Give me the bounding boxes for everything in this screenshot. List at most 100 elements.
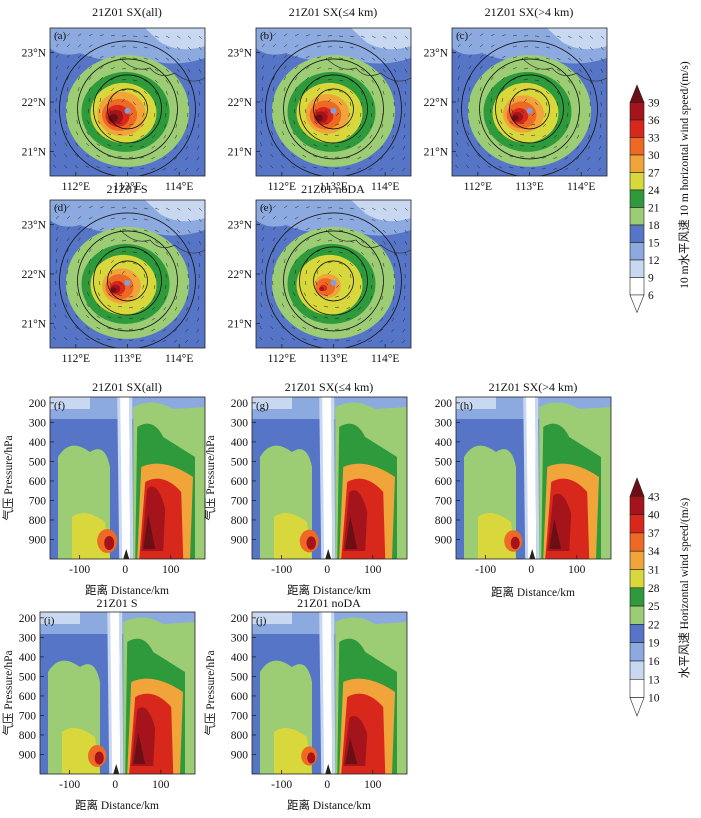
wind-vector xyxy=(393,229,397,234)
wind-vector xyxy=(77,76,81,81)
wind-vector xyxy=(598,145,602,150)
wind-vector xyxy=(174,145,178,150)
y-tick-label: 21°N xyxy=(424,146,449,158)
wind-vector xyxy=(302,132,307,136)
wind-vector xyxy=(197,134,200,139)
wind-vector xyxy=(338,262,343,265)
wind-vector xyxy=(567,79,571,84)
wind-vector xyxy=(291,154,296,158)
wind-vector xyxy=(165,284,167,289)
wind-vector xyxy=(404,46,408,51)
coastline xyxy=(325,229,411,254)
y-tick-label: 22°N xyxy=(228,269,253,281)
wind-vector xyxy=(371,273,373,278)
x-tick-label: 100 xyxy=(152,779,170,791)
wind-vector xyxy=(316,34,321,37)
wind-vector xyxy=(368,328,373,332)
eye-edge xyxy=(331,397,336,559)
wind-vector xyxy=(520,133,525,136)
wind-vector xyxy=(87,120,90,125)
wind-vector xyxy=(305,34,310,37)
wind-vector xyxy=(76,292,79,297)
wind-vector xyxy=(110,77,115,81)
wind-vector xyxy=(76,120,79,125)
wind-vector xyxy=(185,156,189,161)
wind-vector xyxy=(357,167,362,170)
wind-vector xyxy=(77,216,82,220)
wind-vector xyxy=(402,339,406,344)
wind-vector xyxy=(391,328,395,333)
wind-vector xyxy=(196,317,200,322)
wind-vector xyxy=(270,314,274,319)
wind-vector xyxy=(534,90,539,93)
wind-vector xyxy=(96,315,101,319)
upper-weakest-layer xyxy=(50,397,90,409)
colorbar-box xyxy=(629,605,645,625)
wind-vector xyxy=(54,292,57,297)
colorbar-extend-max xyxy=(629,84,645,103)
wind-vector xyxy=(176,68,180,73)
wind-vector xyxy=(402,328,406,333)
wind-vector xyxy=(294,281,296,286)
colorbar-box xyxy=(629,587,645,607)
y-tick-label: 900 xyxy=(29,534,47,546)
y-tick-label: 400 xyxy=(29,437,47,449)
colorbar-box xyxy=(629,102,645,121)
pressure-contour xyxy=(299,246,368,316)
wind-vector xyxy=(291,165,296,169)
wind-vector xyxy=(88,109,90,114)
wind-vector xyxy=(305,98,307,103)
wind-vector xyxy=(316,228,321,231)
eye-edge xyxy=(319,612,325,774)
y-tick-label: 500 xyxy=(435,456,453,468)
wind-vector xyxy=(132,101,136,106)
wind-vector xyxy=(66,65,70,70)
land-weak-region xyxy=(351,28,411,50)
wind-vector xyxy=(305,238,310,242)
wind-vector xyxy=(129,123,134,126)
wind-vector xyxy=(151,134,156,138)
panel-frame xyxy=(251,396,408,560)
wind-vector xyxy=(88,216,93,220)
wind-vector xyxy=(556,90,560,95)
panel-title: 21Z01 SX(≤4 km) xyxy=(289,5,378,19)
land-weak-region xyxy=(145,200,205,222)
wind-vector xyxy=(382,229,386,234)
wind-vector xyxy=(346,167,351,170)
y-tick-label: 300 xyxy=(231,417,249,429)
wind-vector xyxy=(327,250,332,253)
wind-speed-contour-fill xyxy=(512,115,519,121)
wind-vector xyxy=(490,109,492,114)
panel-title: 21Z01 noDA xyxy=(301,182,365,196)
wind-vector xyxy=(140,339,145,342)
wind-vector xyxy=(64,153,68,158)
wind-vector xyxy=(360,218,365,221)
wind-vector xyxy=(259,142,263,147)
wind-vector xyxy=(110,239,115,242)
y-tick-label: 500 xyxy=(19,671,37,683)
wind-vector xyxy=(488,131,492,136)
wind-speed-contour-fill xyxy=(110,287,117,293)
wind-vector xyxy=(357,339,362,342)
wind-vector xyxy=(260,120,263,125)
wind-vector xyxy=(564,156,569,160)
pressure-contour xyxy=(59,40,196,176)
wind-vector xyxy=(349,273,352,278)
wind-vector xyxy=(185,317,189,322)
colorbar-tick-label: 30 xyxy=(648,150,660,162)
wind-vector xyxy=(129,295,134,298)
wind-vector xyxy=(338,79,343,82)
wind-vector xyxy=(143,79,148,83)
wind-vector xyxy=(523,89,528,92)
wind-vector xyxy=(477,142,481,147)
wind-vector xyxy=(346,123,351,127)
wind-vector xyxy=(271,120,274,125)
wind-vector xyxy=(121,240,126,242)
wind-vector xyxy=(316,45,321,48)
x-tick-label: 0 xyxy=(528,564,534,576)
x-tick-label: 113°E xyxy=(113,181,141,193)
section-panel-h: 21Z01 SX(>4 km) (h) 200 300 400 500 600 700 80… xyxy=(435,380,612,599)
wind-vector xyxy=(380,145,384,150)
wind-vector xyxy=(55,32,59,37)
